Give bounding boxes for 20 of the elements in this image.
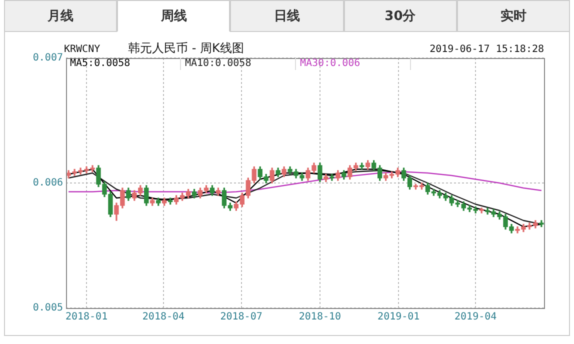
text: MA5:0.0058 [66, 58, 181, 70]
y-tick-label: 0.005 [32, 302, 63, 314]
x-tick-label: 2018-10 [298, 312, 342, 323]
text: 2019-06-17 15:18:28 [430, 44, 544, 55]
text: KRWCNY [64, 44, 100, 55]
text: 月线 [4, 0, 118, 32]
x-tick-label: 2019-04 [454, 312, 497, 323]
text: 周线 [117, 0, 230, 32]
text: 实时 [456, 0, 570, 32]
text: 日线 [230, 0, 344, 32]
text: MA30:0.006 [296, 58, 411, 70]
text: 30分 [344, 0, 457, 32]
text: MA10:0.0058 [181, 58, 296, 70]
x-tick-label: 2018-07 [220, 312, 262, 323]
y-tick-label: 0.007 [32, 52, 63, 64]
y-tick-label: 0.006 [32, 178, 63, 189]
chart-title: 韩元人民币 - 周K线图 [128, 40, 244, 57]
x-tick-label: 2019-01 [378, 312, 420, 323]
x-tick-label: 2018-04 [142, 312, 185, 323]
x-tick-label: 2018-01 [65, 312, 108, 323]
